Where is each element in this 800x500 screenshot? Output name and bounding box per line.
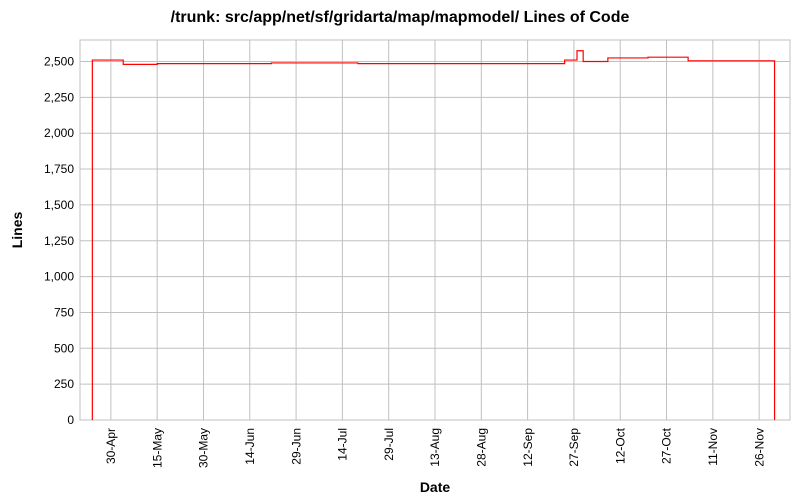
x-tick-label: 29-Jul	[382, 428, 396, 461]
x-tick-label: 27-Oct	[660, 427, 674, 464]
y-tick-label: 1,750	[44, 162, 74, 176]
x-axis-label: Date	[420, 479, 451, 495]
x-tick-label: 30-Apr	[104, 428, 118, 464]
chart-title: /trunk: src/app/net/sf/gridarta/map/mapm…	[171, 9, 630, 26]
chart-background	[0, 0, 800, 500]
x-tick-label: 14-Jun	[243, 428, 257, 465]
y-tick-label: 1,250	[44, 234, 74, 248]
y-tick-label: 2,000	[44, 126, 74, 140]
y-tick-label: 2,250	[44, 90, 74, 104]
x-tick-label: 14-Jul	[336, 428, 350, 461]
x-tick-label: 12-Oct	[613, 427, 627, 464]
chart-svg: 0 250 500 750 1,000 1,250 1,500 1,750 2,000 2,250…	[0, 0, 800, 500]
x-tick-label: 11-Nov	[706, 428, 720, 466]
x-tick-label: 30-May	[197, 428, 211, 468]
y-tick-label: 250	[54, 377, 74, 391]
y-tick-label: 1,000	[44, 270, 74, 284]
x-tick-label: 27-Sep	[567, 428, 581, 467]
x-tick-label: 13-Aug	[428, 428, 442, 467]
y-tick-label: 1,500	[44, 198, 74, 212]
y-tick-label: 2,500	[44, 55, 74, 69]
x-tick-label: 28-Aug	[475, 428, 489, 467]
y-tick-label: 750	[54, 305, 74, 319]
y-tick-label: 500	[54, 341, 74, 355]
x-tick-label: 12-Sep	[521, 428, 535, 467]
y-tick-label: 0	[67, 413, 74, 427]
x-tick-label: 29-Jun	[289, 428, 303, 465]
x-tick-label: 15-May	[150, 428, 164, 468]
x-tick-label: 26-Nov	[752, 428, 766, 467]
loc-line-chart: 0 250 500 750 1,000 1,250 1,500 1,750 2,000 2,250…	[0, 0, 800, 500]
y-axis-label: Lines	[9, 212, 25, 249]
